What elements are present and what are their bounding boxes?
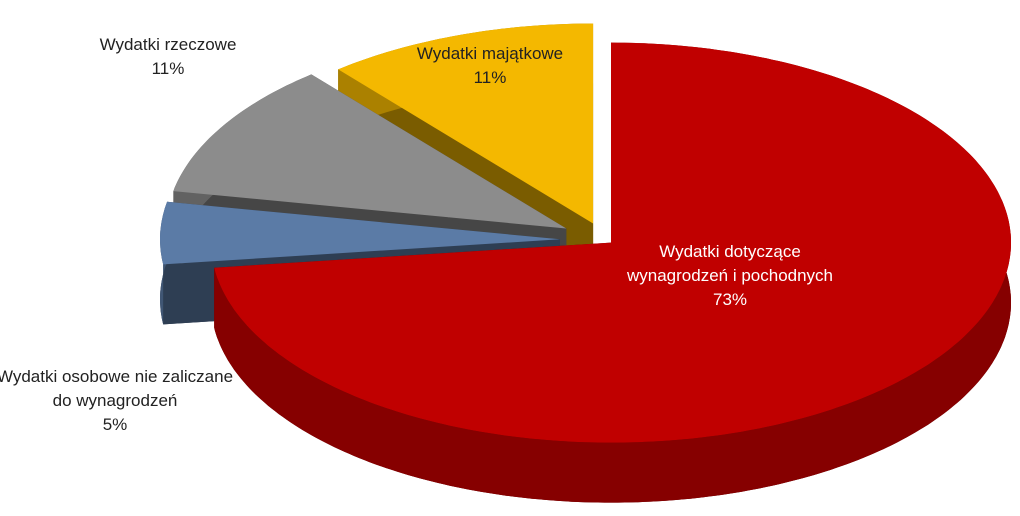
data-label: Wydatki rzeczowe 11%	[68, 33, 268, 81]
data-label: Wydatki dotyczące wynagrodzeń i pochodny…	[620, 240, 840, 312]
value-label: 11%	[151, 59, 185, 78]
category-label: Wydatki dotyczące wynagrodzeń i pochodny…	[626, 242, 834, 285]
category-label: Wydatki rzeczowe	[99, 35, 237, 54]
slice	[173, 74, 567, 229]
category-label: Wydatki osobowe nie zaliczane do wynagro…	[0, 367, 234, 410]
slice	[338, 23, 594, 224]
slice	[214, 42, 1011, 443]
slice	[160, 201, 560, 265]
value-label: 11%	[473, 68, 507, 87]
value-label: 5%	[102, 415, 128, 434]
data-label: Wydatki osobowe nie zaliczane do wynagro…	[0, 365, 235, 437]
slice-group	[214, 42, 1011, 503]
data-label: Wydatki majątkowe 11%	[390, 42, 590, 90]
value-label: 73%	[712, 290, 748, 309]
category-label: Wydatki majątkowe	[416, 44, 564, 63]
